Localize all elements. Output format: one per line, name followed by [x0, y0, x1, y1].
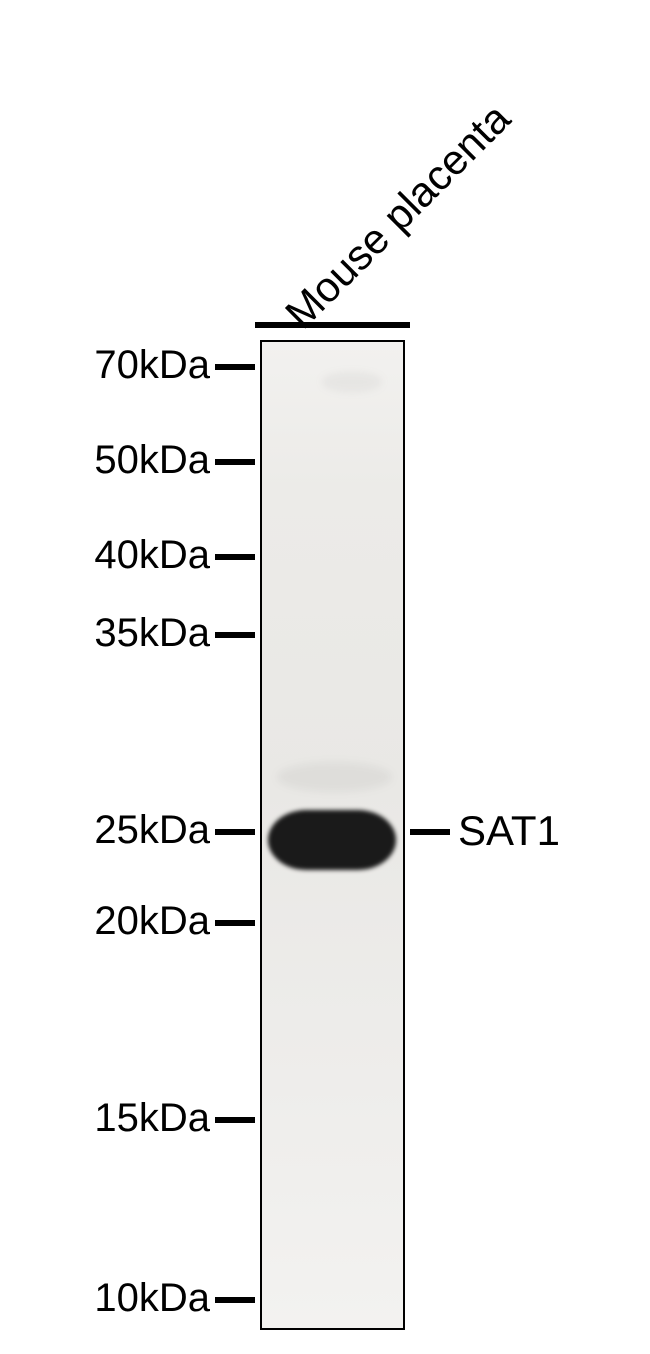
- marker-label: 40kDa: [94, 533, 210, 578]
- marker-tick: [215, 1117, 255, 1123]
- band-annotation-label: SAT1: [458, 807, 560, 855]
- marker-label: 20kDa: [94, 899, 210, 944]
- western-blot-figure: Mouse placenta 70kDa 50kDa 40kDa 35kDa 2…: [0, 0, 650, 1354]
- marker-label: 25kDa: [94, 808, 210, 853]
- marker-tick: [215, 1297, 255, 1303]
- blot-lane: [260, 340, 405, 1330]
- marker-label: 70kDa: [94, 343, 210, 388]
- lane-smudge: [322, 372, 382, 392]
- band-annotation-tick: [410, 829, 450, 835]
- marker-tick: [215, 459, 255, 465]
- marker-tick: [215, 829, 255, 835]
- marker-tick: [215, 920, 255, 926]
- marker-tick: [215, 554, 255, 560]
- lane-smudge: [277, 762, 392, 792]
- marker-tick: [215, 632, 255, 638]
- protein-band: [268, 810, 396, 870]
- marker-label: 15kDa: [94, 1096, 210, 1141]
- marker-label: 10kDa: [94, 1276, 210, 1321]
- lane-label: Mouse placenta: [276, 94, 520, 338]
- lane-label-underline: [255, 322, 410, 328]
- marker-tick: [215, 364, 255, 370]
- marker-label: 50kDa: [94, 438, 210, 483]
- marker-label: 35kDa: [94, 611, 210, 656]
